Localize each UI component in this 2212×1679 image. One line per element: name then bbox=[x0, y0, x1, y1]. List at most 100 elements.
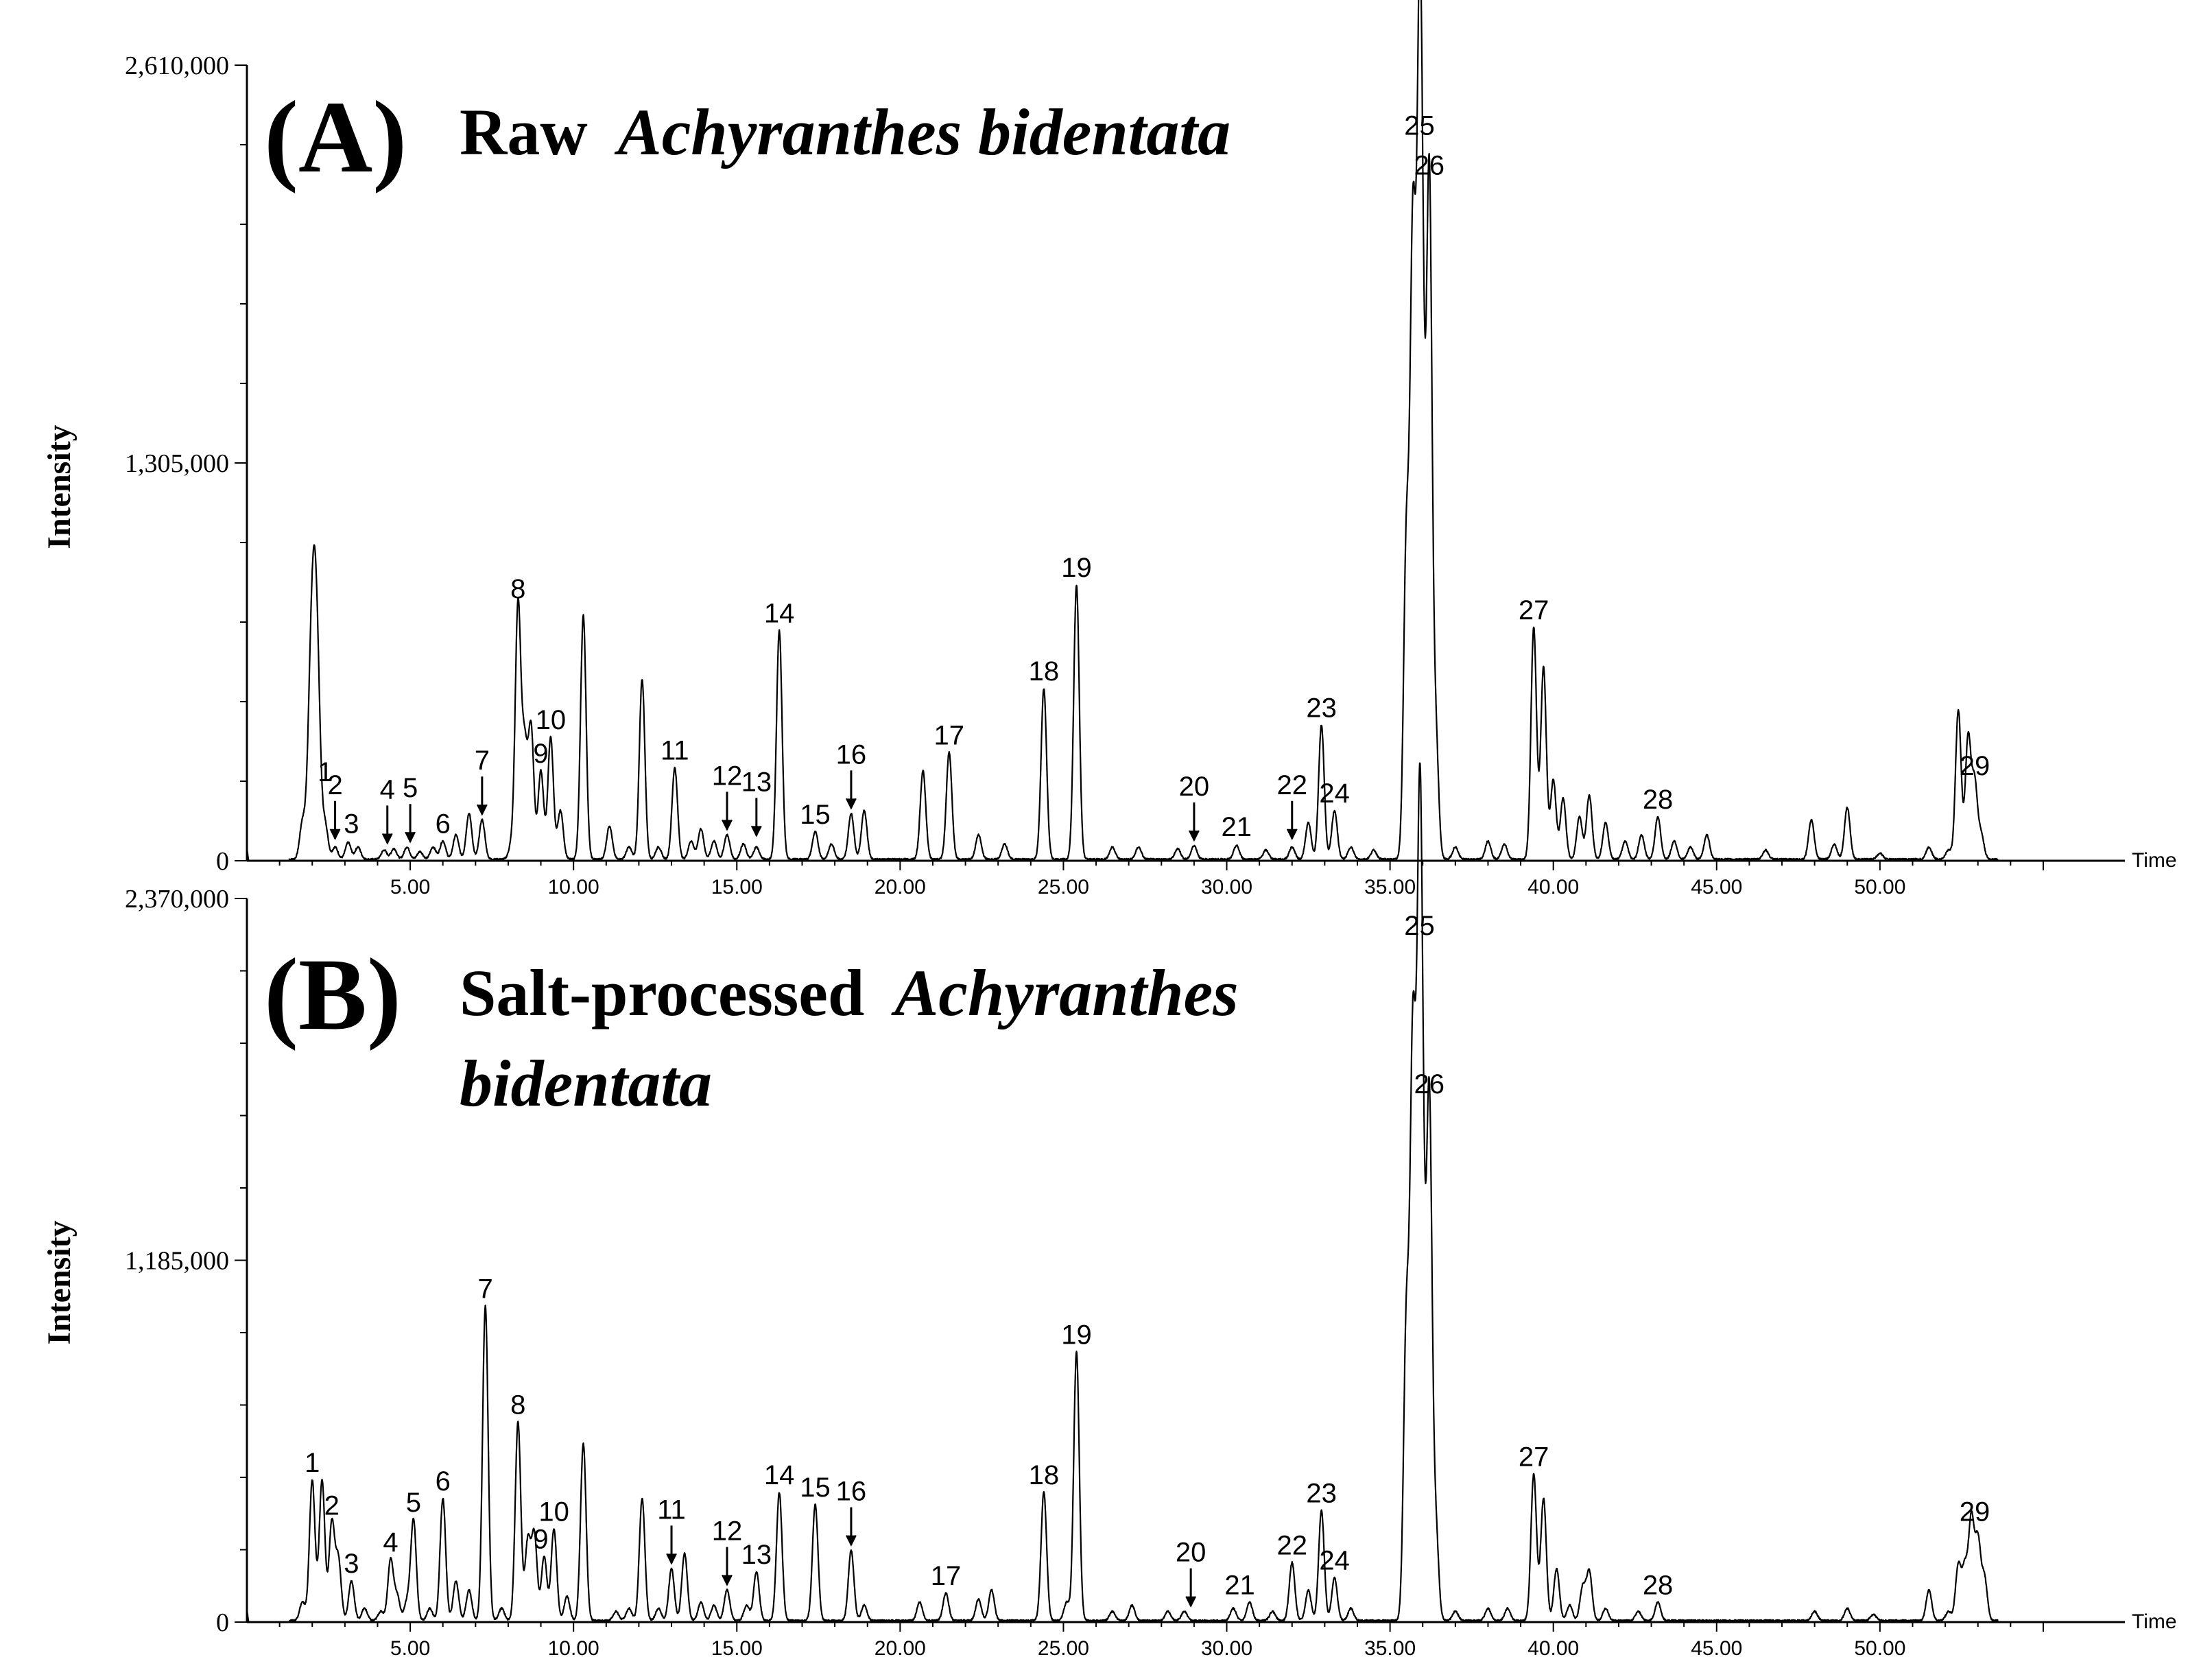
x-tick-label: 15.00 bbox=[711, 876, 763, 898]
y-tick-label: 0 bbox=[216, 847, 229, 876]
peak-label: 15 bbox=[800, 800, 831, 830]
y-tick-label: 1,305,000 bbox=[125, 449, 229, 478]
peak-label: 18 bbox=[1029, 656, 1060, 687]
peak-label: 1 bbox=[318, 757, 333, 787]
panel-a-title-species: Achyranthes bidentata bbox=[615, 95, 1230, 169]
peak-label: 28 bbox=[1643, 785, 1674, 815]
peak-label: 17 bbox=[934, 720, 965, 750]
peak-label: 6 bbox=[436, 1466, 451, 1497]
peak-label: 21 bbox=[1222, 812, 1252, 842]
peak-label: 19 bbox=[1061, 1320, 1092, 1350]
peak-arrow-head bbox=[1185, 1596, 1197, 1608]
x-tick-label: 25.00 bbox=[1038, 1637, 1089, 1660]
peak-label: 8 bbox=[510, 1390, 525, 1420]
peak-label: 5 bbox=[403, 773, 418, 803]
peak-label: 29 bbox=[1960, 751, 1990, 781]
x-tick-label: 35.00 bbox=[1364, 1637, 1416, 1660]
panel-b-trace bbox=[246, 762, 2109, 1623]
peak-arrow-head bbox=[1189, 830, 1200, 842]
peak-label: 25 bbox=[1404, 111, 1435, 141]
panel-b-title: Salt-processed Achyranthes bbox=[460, 956, 1239, 1029]
panel-a-x-axis-label: Time bbox=[2132, 849, 2177, 872]
peak-label: 18 bbox=[1029, 1460, 1060, 1490]
peak-arrow-head bbox=[666, 1553, 677, 1565]
panel-b-x-axis-label: Time bbox=[2132, 1610, 2177, 1633]
x-tick-label: 5.00 bbox=[390, 1637, 430, 1660]
y-tick-label: 0 bbox=[216, 1608, 229, 1637]
peak-label: 7 bbox=[477, 1274, 492, 1304]
x-tick-label: 50.00 bbox=[1854, 1637, 1905, 1660]
panel-b-title-plain: Salt-processed bbox=[460, 956, 864, 1029]
peak-label: 26 bbox=[1414, 1069, 1444, 1099]
panel-b-y-axis-label: Intensity bbox=[41, 1220, 78, 1344]
peak-label: 16 bbox=[836, 1477, 867, 1507]
peak-label: 21 bbox=[1224, 1570, 1255, 1600]
peak-arrow-head bbox=[722, 819, 733, 831]
x-tick-label: 25.00 bbox=[1038, 876, 1089, 898]
peak-label: 8 bbox=[510, 574, 525, 604]
peak-label: 10 bbox=[538, 1497, 569, 1527]
peak-label: 1 bbox=[305, 1448, 320, 1478]
peak-label: 25 bbox=[1404, 911, 1435, 941]
peak-label: 2 bbox=[324, 1491, 340, 1521]
peak-label: 14 bbox=[764, 1460, 795, 1490]
panel-a-y-axis-label: Intensity bbox=[41, 425, 78, 549]
peak-arrow-head bbox=[846, 798, 857, 810]
x-tick-label: 10.00 bbox=[548, 1637, 599, 1660]
x-tick-label: 40.00 bbox=[1527, 1637, 1579, 1660]
peak-label: 27 bbox=[1519, 595, 1549, 626]
peak-label: 7 bbox=[475, 746, 490, 776]
peak-label: 2 bbox=[327, 770, 342, 800]
peak-label: 19 bbox=[1061, 553, 1092, 583]
y-tick-label: 1,185,000 bbox=[125, 1247, 229, 1276]
peak-label: 24 bbox=[1319, 1546, 1350, 1576]
peak-arrow-head bbox=[846, 1535, 857, 1547]
peak-arrow-head bbox=[405, 831, 416, 844]
peak-label: 24 bbox=[1319, 778, 1350, 809]
peak-label: 29 bbox=[1960, 1497, 1990, 1527]
peak-label: 9 bbox=[533, 739, 548, 769]
panel-a-title: Raw Achyranthes bidentata bbox=[460, 95, 1230, 169]
peak-label: 20 bbox=[1176, 1538, 1206, 1568]
peak-label: 3 bbox=[344, 1549, 359, 1579]
peak-arrow-head bbox=[722, 1575, 733, 1586]
peak-label: 3 bbox=[344, 809, 359, 839]
peak-label: 6 bbox=[436, 809, 451, 839]
peak-label: 13 bbox=[741, 1540, 772, 1570]
peak-arrow-head bbox=[381, 833, 393, 845]
x-tick-label: 20.00 bbox=[875, 876, 926, 898]
peak-label: 13 bbox=[741, 767, 772, 797]
peak-label: 14 bbox=[764, 599, 795, 629]
peak-label: 23 bbox=[1306, 693, 1337, 723]
peak-label: 26 bbox=[1414, 150, 1444, 180]
peak-label: 9 bbox=[533, 1525, 548, 1555]
peak-label: 15 bbox=[800, 1473, 831, 1503]
panel-a-trace bbox=[246, 0, 2109, 862]
peak-label: 23 bbox=[1306, 1479, 1337, 1509]
x-tick-label: 30.00 bbox=[1201, 1637, 1252, 1660]
x-tick-label: 5.00 bbox=[390, 876, 430, 898]
peak-label: 12 bbox=[712, 761, 743, 791]
x-tick-label: 40.00 bbox=[1527, 876, 1579, 898]
peak-label: 28 bbox=[1643, 1570, 1674, 1600]
x-tick-label: 15.00 bbox=[711, 1637, 763, 1660]
peak-arrow-head bbox=[476, 804, 488, 816]
panel-a-title-plain: Raw bbox=[460, 95, 588, 169]
panel-b-title-line2: bidentata bbox=[460, 1047, 712, 1120]
panel-a-letter: (A) bbox=[264, 80, 407, 194]
peak-label: 20 bbox=[1179, 772, 1210, 802]
y-tick-label: 2,610,000 bbox=[125, 51, 229, 80]
peak-arrow-head bbox=[329, 829, 341, 841]
x-tick-label: 45.00 bbox=[1691, 876, 1742, 898]
panel-b-letter: (B) bbox=[264, 938, 401, 1051]
peak-label: 4 bbox=[380, 774, 395, 805]
peak-label: 22 bbox=[1277, 1530, 1308, 1560]
y-tick-label: 2,370,000 bbox=[125, 885, 229, 914]
peak-arrow-head bbox=[750, 825, 762, 837]
